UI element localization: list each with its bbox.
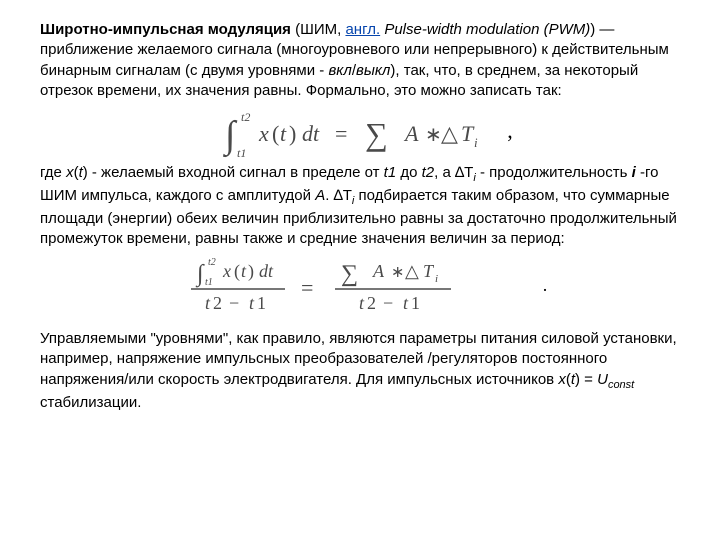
text: до [396,164,421,181]
formula-1-punct: , [497,118,513,143]
svg-text:T: T [461,121,475,146]
svg-text:1: 1 [257,293,266,313]
svg-text:i: i [435,273,438,285]
var-x: x [66,164,74,181]
svg-text:t1: t1 [237,146,246,160]
svg-text:t: t [241,261,247,281]
explanation-paragraph: где x(t) - желаемый входной сигнал в пре… [40,163,680,249]
text: стабилизации. [40,394,141,411]
svg-text:dt: dt [302,121,320,146]
svg-text:A: A [372,261,385,281]
svg-text:=: = [335,121,347,146]
var-U: U [597,371,608,388]
svg-text:t: t [205,293,211,313]
formula-2-punct: . [533,275,548,295]
formula-2-block: ∫ t2 t1 x ( t ) dt t 2 − t 1 = ∑ [40,255,680,319]
svg-text:△: △ [405,261,419,281]
svg-text:x: x [222,261,231,281]
text: ) = [575,371,597,388]
svg-text:t: t [403,293,409,313]
svg-text:x: x [258,121,269,146]
closing-paragraph: Управляемыми "уровнями", как правило, яв… [40,329,680,413]
formula-1-svg: ∫ t2 t1 x ( t ) dt = ∑ A ∗ △ T i [207,107,497,161]
term-bold: Широтно-импульсная модуляция [40,21,291,38]
svg-text:dt: dt [259,261,274,281]
svg-text:t: t [249,293,255,313]
svg-text:△: △ [441,121,458,146]
svg-text:∑: ∑ [341,261,358,287]
svg-text:−: − [229,293,239,313]
svg-text:T: T [423,261,435,281]
svg-text:(: ( [272,121,279,146]
text: - продолжительность [476,164,632,181]
svg-text:∫: ∫ [223,114,238,158]
var-x2: x [558,371,566,388]
formula-2-svg: ∫ t2 t1 x ( t ) dt t 2 − t 1 = ∑ [173,255,533,319]
svg-text:t: t [280,121,287,146]
svg-text:t: t [359,293,365,313]
svg-text:1: 1 [411,293,420,313]
formula-1-block: ∫ t2 t1 x ( t ) dt = ∑ A ∗ △ T i , [40,107,680,161]
svg-text:t1: t1 [205,277,213,288]
text: , а [434,164,455,181]
svg-text:(: ( [234,261,240,282]
svg-text:−: − [383,293,393,313]
english-term: Pulse-width modulation (PWM) [384,21,590,38]
lang-link[interactable]: англ. [345,21,380,38]
text: (ШИМ, [291,21,346,38]
svg-text:∑: ∑ [365,116,388,152]
sub-const: const [608,379,634,391]
svg-text:2: 2 [367,293,376,313]
text: . [325,187,333,204]
svg-text:A: A [403,121,419,146]
svg-text:∫: ∫ [195,261,205,288]
svg-text:t2: t2 [241,110,250,124]
var-dT: ∆T [455,164,473,181]
text: где [40,164,66,181]
var-t2: t2 [422,164,435,181]
svg-text:∗: ∗ [391,264,404,281]
state-off: выкл [356,62,390,79]
svg-text:2: 2 [213,293,222,313]
state-on: вкл [328,62,351,79]
document-page: Широтно-импульсная модуляция (ШИМ, англ.… [0,0,720,435]
svg-text:): ) [248,261,254,282]
svg-text:t2: t2 [208,257,216,268]
var-dT2: ∆T [334,187,352,204]
var-A: A [315,187,325,204]
intro-paragraph: Широтно-импульсная модуляция (ШИМ, англ.… [40,20,680,101]
svg-text:=: = [301,275,313,300]
text: ) - желаемый входной сигнал в пределе от [83,164,384,181]
svg-text:): ) [289,121,296,146]
var-t1: t1 [384,164,397,181]
svg-text:i: i [474,135,478,150]
svg-text:∗: ∗ [425,124,442,146]
